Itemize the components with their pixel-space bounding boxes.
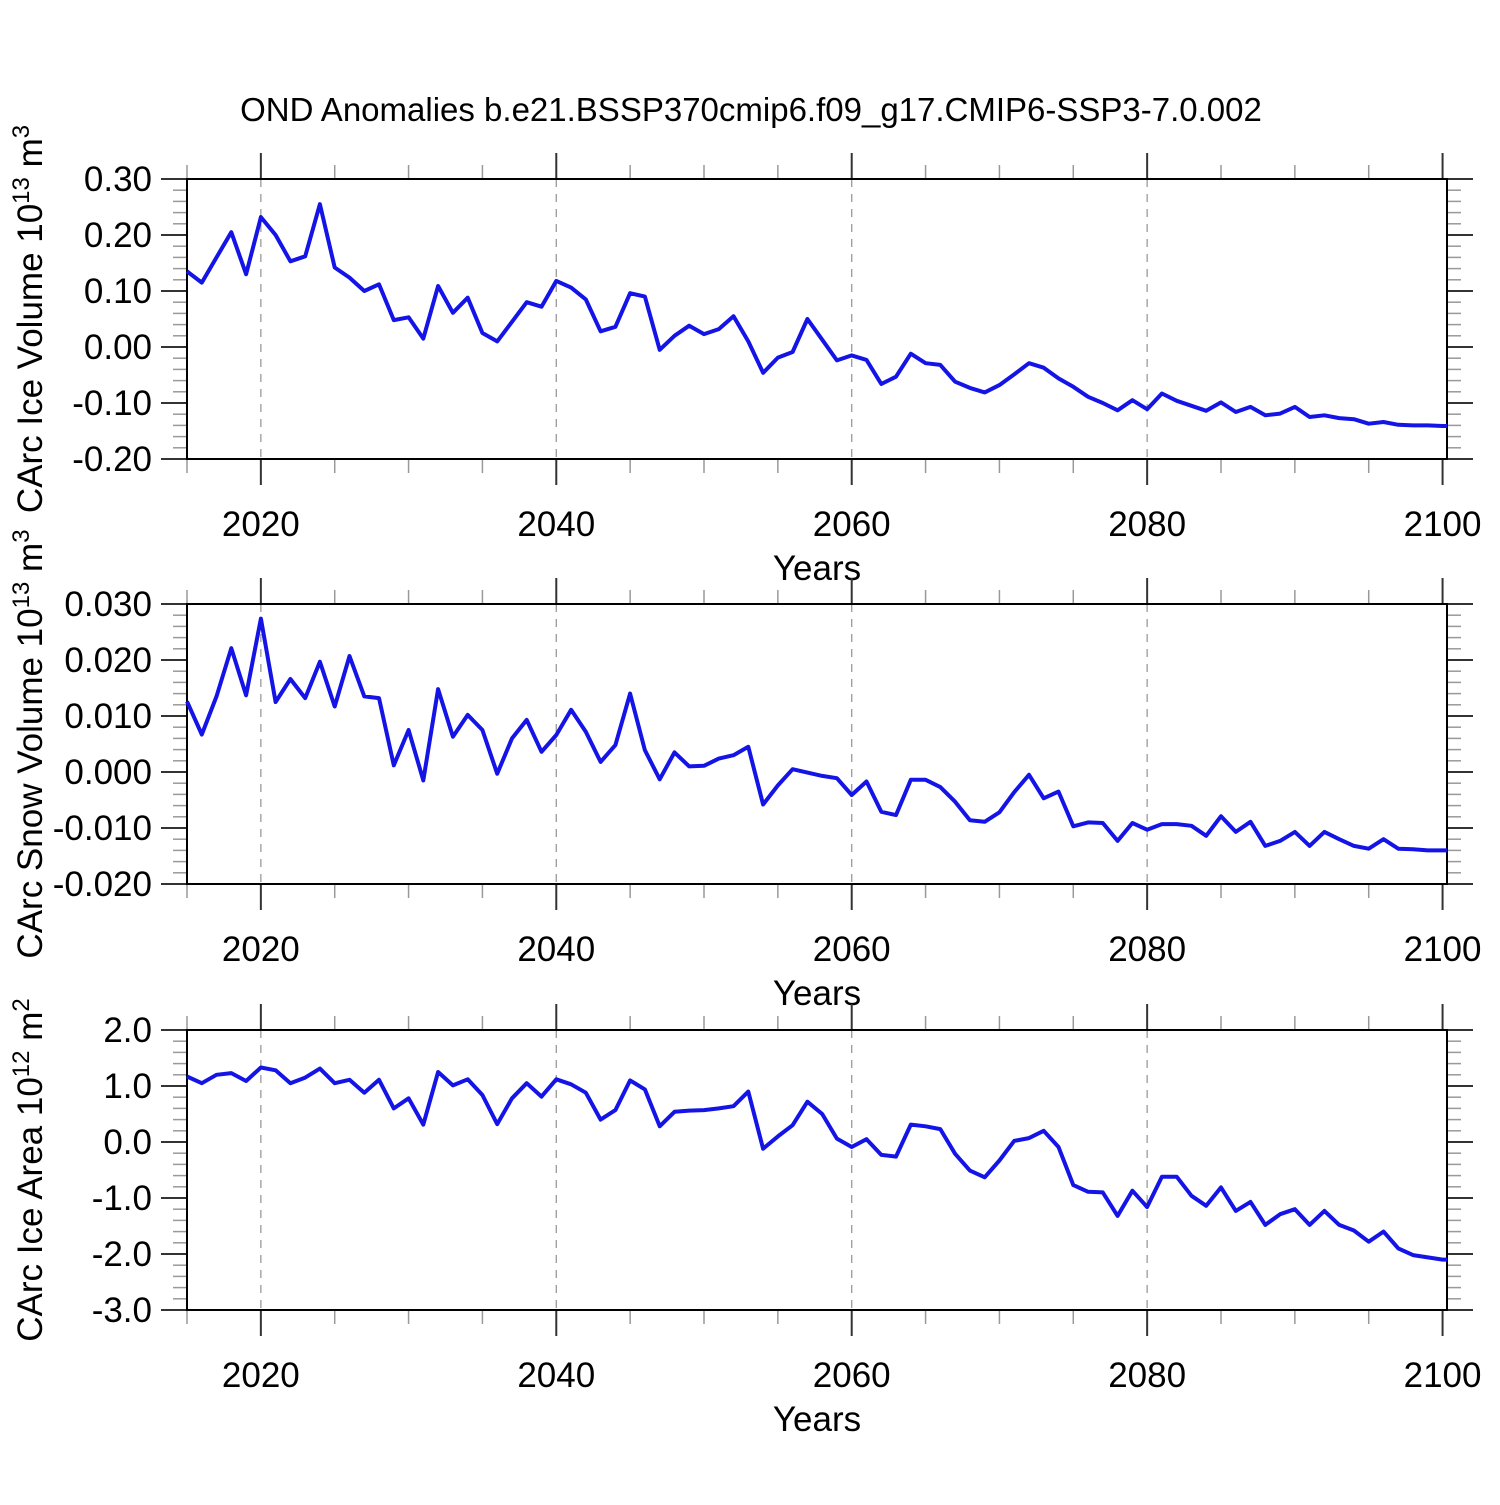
y-tick-label: 0.00 [84, 328, 152, 367]
y-tick-label: 0.020 [64, 641, 152, 680]
x-tick-label: 2100 [1404, 930, 1482, 969]
y-tick-label: -2.0 [92, 1235, 152, 1274]
x-tick-label: 2080 [1108, 1356, 1186, 1395]
plot-frame [186, 1029, 1448, 1311]
x-axis-title: Years [773, 1400, 861, 1439]
data-line [185, 616, 1447, 853]
data-line [185, 202, 1447, 428]
charts-root: 2020 2040 2060 2080 2100 0.30 0.20 0.10 0.00 -0.1… [8, 125, 1482, 1439]
x-tick-label: 2020 [222, 1356, 300, 1395]
y-tick-label: -0.10 [72, 384, 152, 423]
x-tick-label: 2080 [1108, 505, 1186, 544]
y-tick-label: 2.0 [103, 1011, 152, 1050]
y-axis-title: CArc Ice Area 1012 m2 [8, 998, 50, 1342]
y-axis-title: CArc Snow Volume 1013 m3 [8, 529, 50, 958]
x-tick-label: 2060 [813, 1356, 891, 1395]
y-tick-label: -0.20 [72, 440, 152, 479]
y-tick-label: -3.0 [92, 1291, 152, 1330]
x-axis-title: Years [773, 549, 861, 588]
y-tick-label: 1.0 [103, 1067, 152, 1106]
x-axis-title: Years [773, 974, 861, 1013]
x-tick-label: 2060 [813, 505, 891, 544]
figure-title: OND Anomalies b.e21.BSSP370cmip6.f09_g17… [240, 91, 1262, 128]
y-tick-label: 0.10 [84, 272, 152, 311]
chart-snow-volume: 2020 2040 2060 2080 2100 0.030 0.020 0.010 0.000… [8, 529, 1482, 1013]
y-tick-label: 0.010 [64, 697, 152, 736]
x-tick-label: 2100 [1404, 505, 1482, 544]
x-tick-label: 2040 [517, 1356, 595, 1395]
plot-frame [186, 178, 1448, 460]
chart-ice-area: 2020 2040 2060 2080 2100 2.0 1.0 0.0 -1.0 -2.0 -3.… [8, 998, 1482, 1439]
y-tick-label: 0.30 [84, 160, 152, 199]
y-axis-title: CArc Ice Volume 1013 m3 [8, 125, 50, 513]
y-tick-label: 0.20 [84, 216, 152, 255]
data-line [186, 1065, 1447, 1262]
x-tick-label: 2020 [222, 930, 300, 969]
chart-ice-volume: 2020 2040 2060 2080 2100 0.30 0.20 0.10 0.00 -0.1… [8, 125, 1482, 588]
y-tick-label: -0.020 [53, 865, 152, 904]
plot-frame [186, 603, 1448, 885]
x-tick-label: 2040 [517, 930, 595, 969]
x-tick-label: 2040 [517, 505, 595, 544]
x-tick-label: 2100 [1404, 1356, 1482, 1395]
x-tick-label: 2020 [222, 505, 300, 544]
x-tick-label: 2060 [813, 930, 891, 969]
y-tick-label: -0.010 [53, 809, 152, 848]
x-tick-label: 2080 [1108, 930, 1186, 969]
y-tick-label: 0.030 [64, 585, 152, 624]
y-tick-label: 0.0 [103, 1123, 152, 1162]
y-tick-label: -1.0 [92, 1179, 152, 1218]
y-tick-label: 0.000 [64, 753, 152, 792]
